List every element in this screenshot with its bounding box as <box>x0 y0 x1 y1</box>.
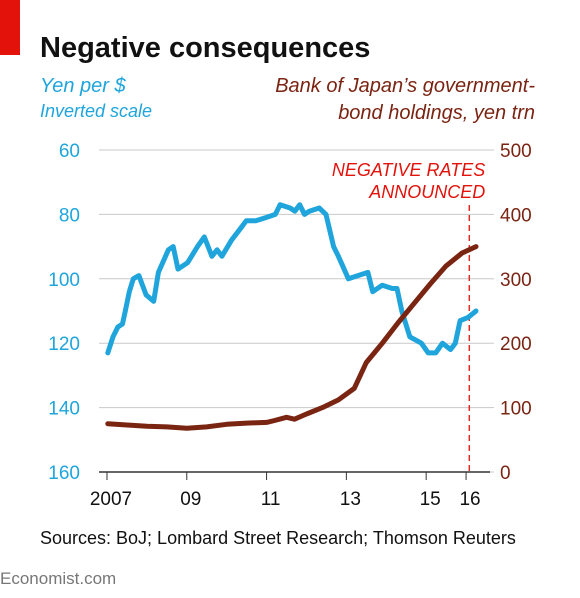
x-tick-label: 15 <box>420 489 441 510</box>
y-tick-label: 120 <box>48 334 80 355</box>
y-axis-note: Inverted scale <box>40 101 152 121</box>
red-tag <box>0 0 20 55</box>
x-tick-label: 16 <box>459 489 480 510</box>
y2-tick-label: 100 <box>500 399 532 420</box>
x-tick-label: 09 <box>180 489 201 510</box>
footer: Economist.com <box>0 569 116 588</box>
y-tick-label: 140 <box>48 399 80 420</box>
y2-axis-label: Bank of Japan’s government- <box>275 75 535 97</box>
y-tick-label: 160 <box>48 463 80 484</box>
y2-tick-label: 300 <box>500 270 532 291</box>
y-tick-label: 60 <box>59 141 80 162</box>
annotation-text: ANNOUNCED <box>368 182 485 202</box>
x-tick-label: 2007 <box>90 489 132 510</box>
series-line <box>105 244 479 431</box>
y-tick-label: 100 <box>48 270 80 291</box>
y2-tick-label: 200 <box>500 334 532 355</box>
y-tick-label: 80 <box>59 205 80 226</box>
chart-title: Negative consequences <box>40 32 370 64</box>
annotation-text: NEGATIVE RATES <box>332 160 485 180</box>
y2-tick-label: 0 <box>500 463 511 484</box>
y2-tick-label: 400 <box>500 205 532 226</box>
x-tick-label: 13 <box>340 489 361 510</box>
source: Sources: BoJ; Lombard Street Research; T… <box>40 528 516 548</box>
series-line <box>105 202 479 356</box>
y2-axis-label: bond holdings, yen trn <box>338 102 535 124</box>
x-tick-label: 11 <box>261 489 281 510</box>
y2-tick-label: 500 <box>500 141 532 162</box>
y-axis-label: Yen per $ <box>40 75 127 97</box>
